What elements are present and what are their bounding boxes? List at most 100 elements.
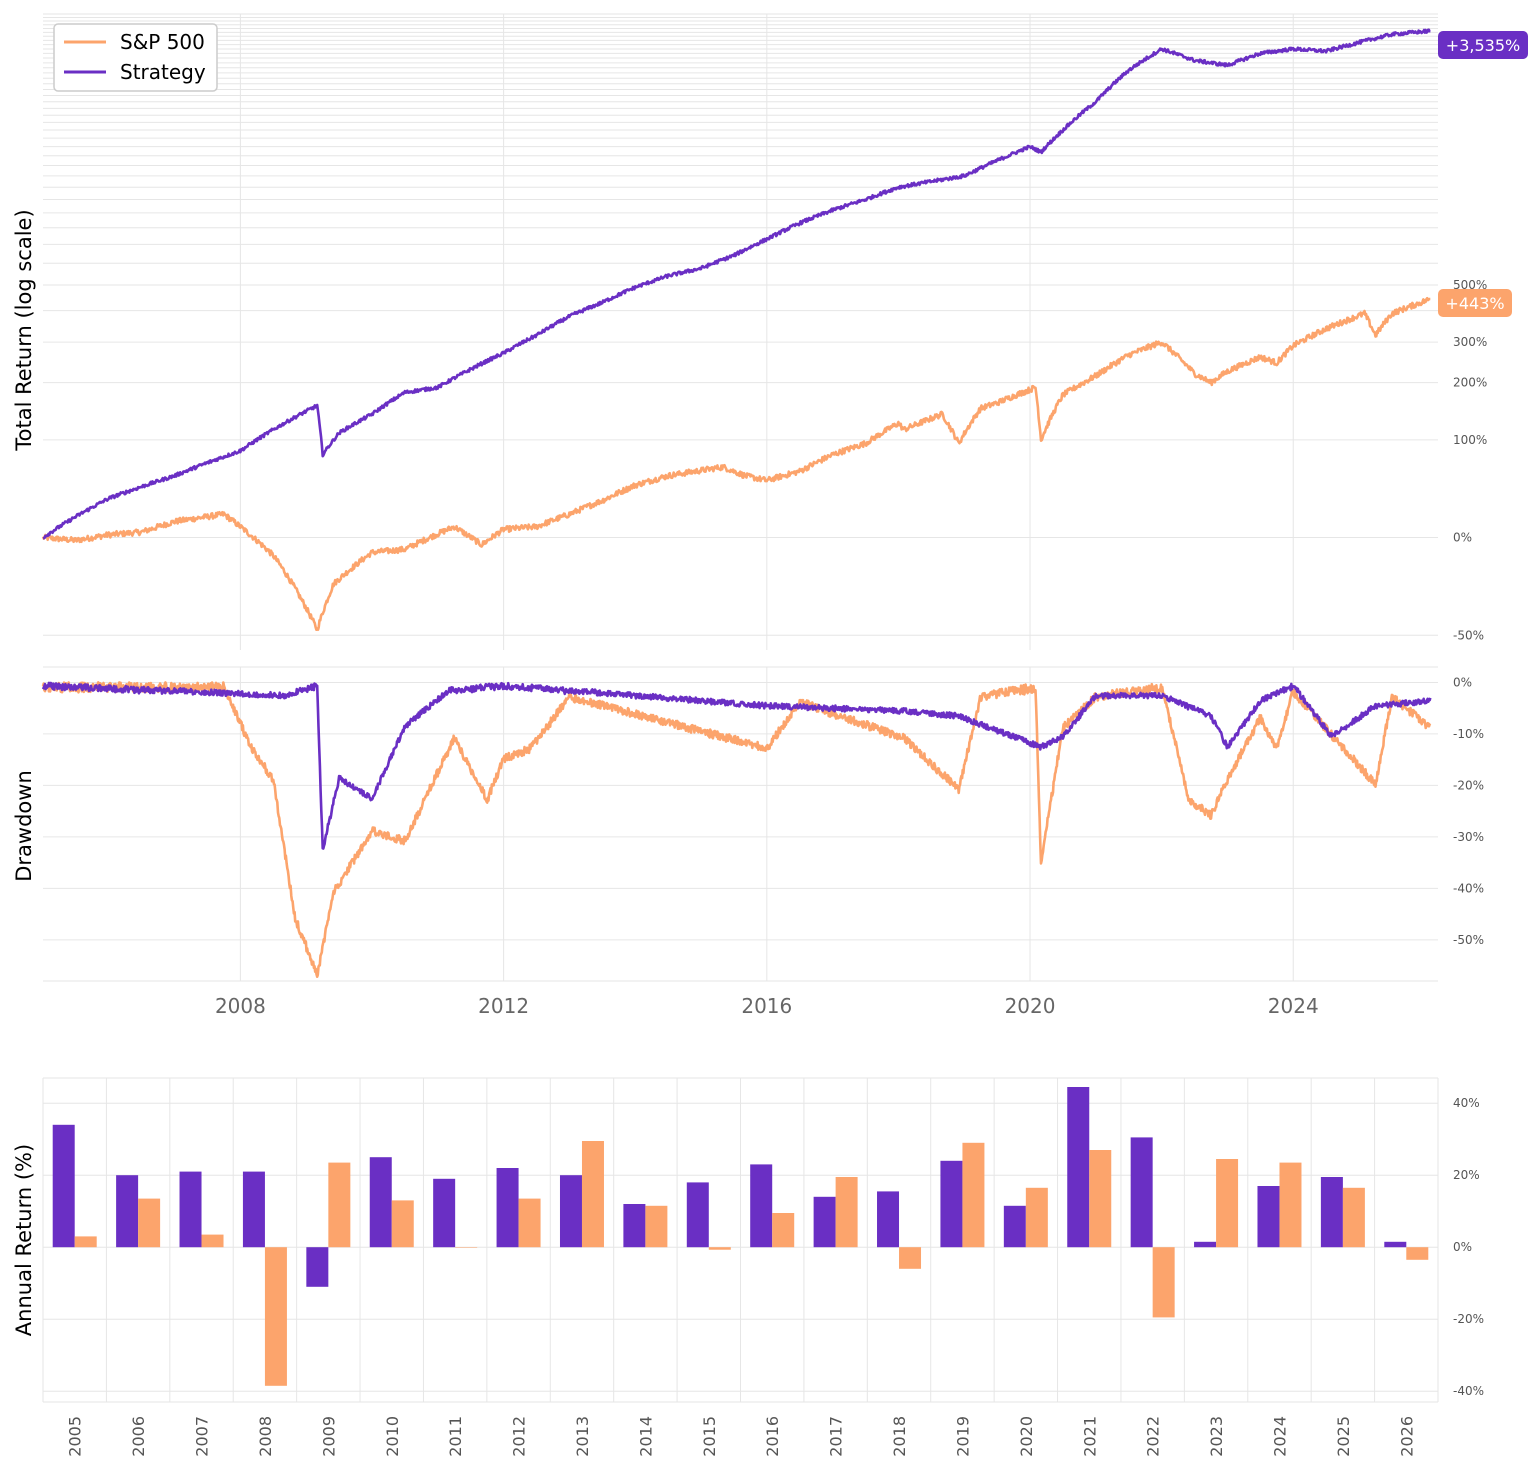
ytick-label: -40% (1453, 1384, 1484, 1398)
bar-strategy-2019 (940, 1160, 963, 1248)
ytick-label: -40% (1453, 881, 1484, 895)
date-axis-ticks: 2008 2012 2016 2020 2024 (215, 994, 1319, 1018)
year-tick-label: 2020 (1017, 1416, 1036, 1457)
ytick-label: 0% (1453, 675, 1472, 689)
year-tick-label: 2015 (700, 1416, 719, 1457)
bar-sp500-2020 (1025, 1187, 1048, 1248)
annual-return-panel: 40% 20% 0% -20% -40% 2005 2006 2007 2008 2009 201… (12, 1077, 1484, 1457)
sp500-end-badge: +443% (1438, 289, 1512, 317)
bar-sp500-2012 (518, 1198, 541, 1248)
annual-bars (52, 1087, 1429, 1386)
year-tick-label: 2025 (1334, 1416, 1353, 1457)
bar-sp500-2014 (645, 1205, 668, 1248)
drawdown-yticks: 0% -10% -20% -30% -40% -50% (1453, 675, 1484, 946)
ytick-label: -50% (1453, 628, 1484, 642)
xtick-label: 2008 (215, 994, 266, 1018)
year-tick-label: 2010 (383, 1416, 402, 1457)
ytick-label: 200% (1453, 376, 1487, 390)
annual-yticks: 40% 20% 0% -20% -40% (1453, 1096, 1484, 1398)
year-tick-label: 2022 (1144, 1416, 1163, 1457)
bar-strategy-2005 (52, 1124, 75, 1248)
bar-strategy-2011 (433, 1178, 456, 1248)
bar-sp500-2015 (708, 1247, 731, 1250)
bar-sp500-2025 (1342, 1187, 1365, 1248)
bar-strategy-2010 (369, 1157, 392, 1248)
ytick-label: -30% (1453, 830, 1484, 844)
year-tick-label: 2006 (129, 1416, 148, 1457)
bar-strategy-2026 (1384, 1241, 1407, 1248)
bar-sp500-2007 (201, 1234, 224, 1248)
bar-sp500-2026 (1406, 1247, 1429, 1260)
series-line-strategy (42, 28, 1431, 540)
year-tick-label: 2009 (319, 1416, 338, 1457)
total-return-grid (43, 13, 1438, 650)
ytick-label: 500% (1453, 278, 1487, 292)
total-return-panel: 500%400%300%200%100%0%-50% Total Return … (12, 13, 1528, 650)
bar-sp500-2021 (1089, 1150, 1112, 1248)
drawdown-line-sp500 (41, 681, 1432, 978)
sp500-end-badge-text: +443% (1445, 294, 1504, 313)
bar-sp500-2013 (581, 1141, 604, 1248)
total-return-ylabel: Total Return (log scale) (12, 209, 36, 451)
year-tick-label: 2011 (446, 1416, 465, 1457)
ytick-label: -20% (1453, 1312, 1484, 1326)
ytick-label: 100% (1453, 433, 1487, 447)
year-tick-label: 2021 (1080, 1416, 1099, 1457)
bar-sp500-2018 (899, 1247, 922, 1269)
bar-strategy-2012 (496, 1168, 519, 1248)
bar-strategy-2017 (813, 1196, 836, 1248)
total-return-lines (41, 28, 1431, 631)
ytick-label: 20% (1453, 1168, 1480, 1182)
year-tick-label: 2013 (573, 1416, 592, 1457)
year-tick-label: 2016 (763, 1416, 782, 1457)
drawdown-lines (41, 681, 1432, 978)
bar-sp500-2010 (391, 1200, 414, 1248)
bar-strategy-2022 (1130, 1137, 1153, 1248)
xtick-label: 2024 (1268, 994, 1319, 1018)
bar-sp500-2006 (138, 1198, 161, 1248)
bar-sp500-2019 (962, 1142, 985, 1248)
bar-strategy-2008 (242, 1171, 265, 1248)
year-tick-label: 2018 (890, 1416, 909, 1457)
bar-sp500-2016 (772, 1213, 795, 1248)
ytick-label: -20% (1453, 778, 1484, 792)
bar-sp500-2011 (455, 1247, 478, 1248)
bar-strategy-2018 (877, 1191, 900, 1248)
ytick-label: 300% (1453, 335, 1487, 349)
year-tick-label: 2026 (1397, 1416, 1416, 1457)
drawdown-ylabel: Drawdown (12, 770, 36, 882)
xtick-label: 2012 (478, 994, 529, 1018)
ytick-label: -10% (1453, 727, 1484, 741)
bar-strategy-2025 (1320, 1177, 1343, 1248)
legend-label-strategy: Strategy (120, 60, 206, 84)
year-tick-label: 2019 (953, 1416, 972, 1457)
legend-label-sp500: S&P 500 (120, 30, 205, 54)
year-tick-label: 2014 (636, 1416, 655, 1457)
bar-strategy-2006 (116, 1175, 139, 1248)
year-tick-label: 2007 (193, 1416, 212, 1457)
bar-sp500-2008 (264, 1247, 287, 1386)
bar-strategy-2007 (179, 1171, 202, 1248)
bar-strategy-2009 (306, 1247, 329, 1287)
bar-sp500-2022 (1152, 1247, 1175, 1318)
bar-strategy-2016 (750, 1164, 773, 1248)
bar-strategy-2014 (623, 1204, 646, 1248)
ytick-label: 0% (1453, 531, 1472, 545)
drawdown-grid (43, 666, 1438, 982)
xtick-label: 2016 (741, 994, 792, 1018)
bar-strategy-2021 (1067, 1087, 1090, 1248)
drawdown-line-strategy (41, 681, 1432, 850)
bar-strategy-2023 (1194, 1241, 1217, 1248)
annual-ylabel: Annual Return (%) (12, 1144, 36, 1336)
drawdown-panel: 0% -10% -20% -30% -40% -50% Drawdown 2008 2012… (12, 666, 1484, 1018)
legend: S&P 500 Strategy (53, 23, 218, 92)
bar-sp500-2024 (1279, 1162, 1302, 1248)
bar-sp500-2009 (328, 1162, 351, 1248)
year-tick-label: 2017 (827, 1416, 846, 1457)
strategy-end-badge: +3,535% (1438, 31, 1528, 59)
bar-sp500-2023 (1216, 1159, 1239, 1248)
annual-year-ticks: 2005 2006 2007 2008 2009 2010 2011 2012 2013 2014… (66, 1416, 1417, 1457)
year-tick-label: 2024 (1271, 1416, 1290, 1457)
bar-strategy-2015 (686, 1182, 709, 1248)
